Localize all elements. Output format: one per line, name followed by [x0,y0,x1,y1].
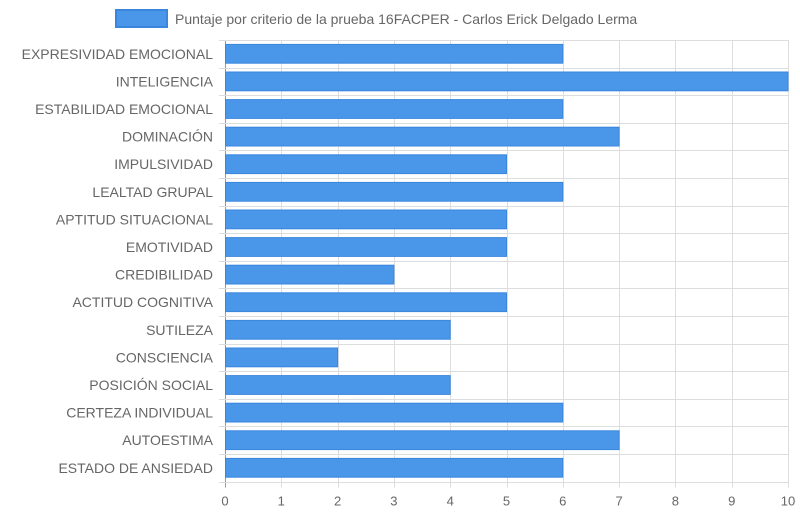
bar[interactable] [225,319,451,340]
legend-swatch[interactable] [115,9,168,28]
category-label: SUTILEZA [146,322,214,338]
category-label: INTELIGENCIA [116,73,214,89]
category-labels: EXPRESIVIDAD EMOCIONAL INTELIGENCIA ESTABI… [22,46,214,476]
x-tick-label: 4 [447,494,454,509]
x-tick-label: 8 [672,494,679,509]
bar[interactable] [225,126,620,147]
bar[interactable] [225,292,507,313]
bar[interactable] [225,264,395,285]
x-tick-label: 5 [503,494,510,509]
category-label: ESTABILIDAD EMOCIONAL [35,101,213,117]
bars [225,43,789,478]
category-label: EXPRESIVIDAD EMOCIONAL [22,46,214,62]
bar[interactable] [225,209,507,230]
category-label: EMOTIVIDAD [126,239,213,255]
category-label: IMPULSIVIDAD [114,156,213,172]
category-label: AUTOESTIMA [122,432,213,448]
category-label: APTITUD SITUACIONAL [56,211,213,227]
bar[interactable] [225,237,507,257]
bar[interactable] [225,347,339,368]
legend[interactable]: Puntaje por criterio de la prueba 16FACP… [115,9,637,28]
x-tick-label: 10 [781,494,795,509]
bar[interactable] [225,457,564,478]
category-label: CREDIBILIDAD [115,267,213,283]
category-label: ACTITUD COGNITIVA [72,294,213,310]
x-tick-label: 6 [559,494,566,509]
x-tick-label: 9 [728,494,735,509]
category-label: LEALTAD GRUPAL [92,184,213,200]
bar[interactable] [225,99,564,119]
bar[interactable] [225,154,507,175]
x-axis-tick-labels: 0 1 2 3 4 5 6 7 8 9 10 [221,494,795,509]
bar[interactable] [225,43,564,64]
x-tick-label: 0 [221,494,228,509]
x-tick-label: 7 [615,494,622,509]
bar[interactable] [225,71,789,92]
x-tick-label: 3 [390,494,397,509]
x-tick-label: 2 [334,494,341,509]
category-label: CONSCIENCIA [116,349,214,365]
x-tick-label: 1 [278,494,285,509]
bar[interactable] [225,375,451,395]
bar[interactable] [225,402,564,423]
category-label: POSICIÓN SOCIAL [89,377,213,393]
bar[interactable] [225,181,564,202]
category-label: CERTEZA INDIVIDUAL [66,405,213,421]
bar[interactable] [225,430,620,451]
category-label: ESTADO DE ANSIEDAD [58,460,213,476]
category-label: DOMINACIÓN [122,129,213,145]
legend-label[interactable]: Puntaje por criterio de la prueba 16FACP… [175,11,637,27]
